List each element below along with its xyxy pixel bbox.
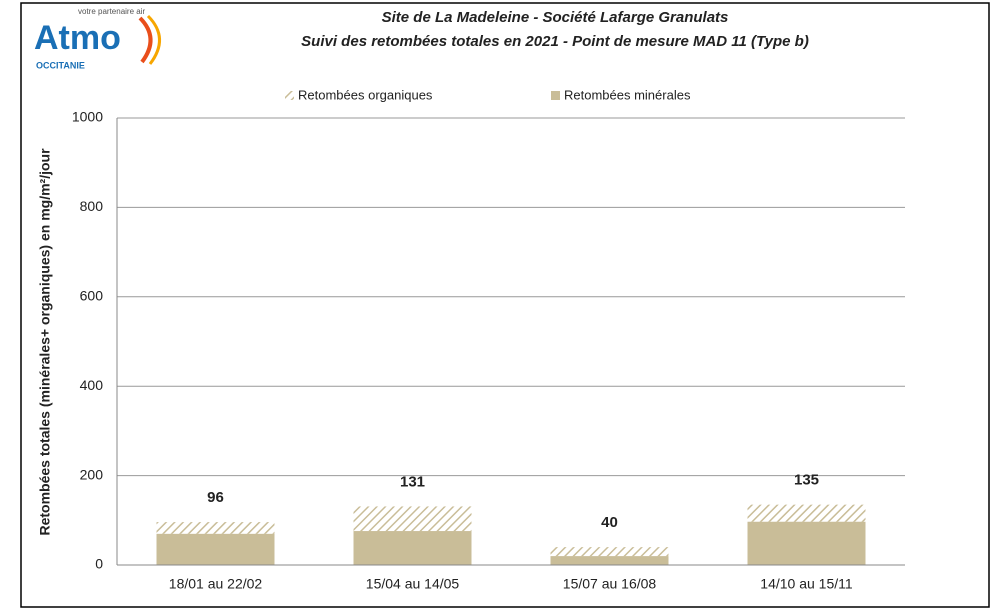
- legend-swatch: [285, 91, 294, 100]
- bar-segment: [550, 547, 669, 557]
- bar-segment: [747, 504, 866, 522]
- y-tick-label: 400: [80, 377, 104, 393]
- y-tick-label: 1000: [72, 109, 103, 125]
- data-label: 135: [794, 472, 819, 489]
- logo: votre partenaire air Atmo OCCITANIE: [34, 7, 161, 70]
- y-tick-label: 0: [95, 556, 103, 572]
- data-label: 40: [601, 514, 618, 531]
- bar-segment: [156, 522, 275, 534]
- logo-arc: [146, 14, 161, 65]
- y-tick-label: 200: [80, 466, 104, 482]
- legend-swatch: [551, 91, 560, 100]
- bar-segment: [550, 556, 669, 565]
- y-axis-title: Retombées totales (minérales+ organiques…: [37, 148, 53, 536]
- y-tick-label: 600: [80, 288, 104, 304]
- x-tick-label: 15/04 au 14/05: [366, 576, 460, 592]
- x-tick-label: 14/10 au 15/11: [760, 576, 853, 592]
- bar-segment: [747, 521, 866, 565]
- bar-segment: [353, 531, 472, 565]
- x-tick-label: 18/01 au 22/02: [169, 576, 263, 592]
- logo-brand: Atmo: [34, 19, 121, 57]
- chart-subtitle: Suivi des retombées totales en 2021 - Po…: [301, 33, 809, 50]
- chart-title: Site de La Madeleine - Société Lafarge G…: [382, 9, 729, 26]
- logo-region: OCCITANIE: [36, 60, 85, 70]
- data-label: 96: [207, 489, 224, 506]
- bar-segment: [156, 533, 275, 565]
- logo-tagline: votre partenaire air: [78, 7, 145, 16]
- logo-arc: [138, 16, 153, 64]
- bar-segment: [353, 506, 472, 532]
- y-tick-label: 800: [80, 198, 104, 214]
- data-label: 131: [400, 473, 425, 490]
- x-tick-label: 15/07 au 16/08: [563, 576, 657, 592]
- legend-label: Retombées minérales: [564, 87, 691, 102]
- legend-label: Retombées organiques: [298, 87, 433, 102]
